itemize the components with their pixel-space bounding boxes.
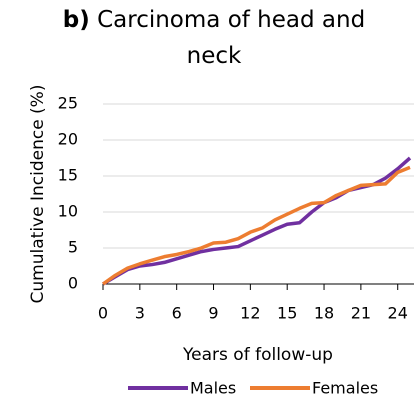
series-line <box>101 165 411 286</box>
series-line <box>102 156 412 286</box>
x-tick-label: 6 <box>172 304 182 323</box>
y-tick-label: 10 <box>58 202 78 221</box>
legend-label: Females <box>312 379 378 398</box>
y-tick-label: 15 <box>58 166 78 185</box>
x-tick-label: 15 <box>277 304 297 323</box>
y-tick-label: 0 <box>68 274 78 293</box>
x-tick-label: 21 <box>351 304 371 323</box>
title-text: Carcinoma of head and neck <box>97 7 366 69</box>
y-tick-label: 20 <box>58 130 78 149</box>
y-tick-label: 5 <box>68 238 78 257</box>
title-prefix: b) <box>62 7 90 33</box>
legend-label: Males <box>190 379 236 398</box>
x-tick-label: 12 <box>240 304 260 323</box>
x-tick-label: 9 <box>208 304 218 323</box>
chart-title: b) Carcinoma of head and neck <box>54 2 374 74</box>
y-tick-label: 25 <box>58 94 78 113</box>
x-tick-label: 3 <box>135 304 145 323</box>
x-tick-label: 0 <box>98 304 108 323</box>
x-tick-label: 18 <box>314 304 334 323</box>
x-axis-title: Years of follow-up <box>182 345 333 365</box>
y-axis-title: Cumulative Incidence (%) <box>28 85 48 304</box>
x-tick-label: 24 <box>388 304 408 323</box>
